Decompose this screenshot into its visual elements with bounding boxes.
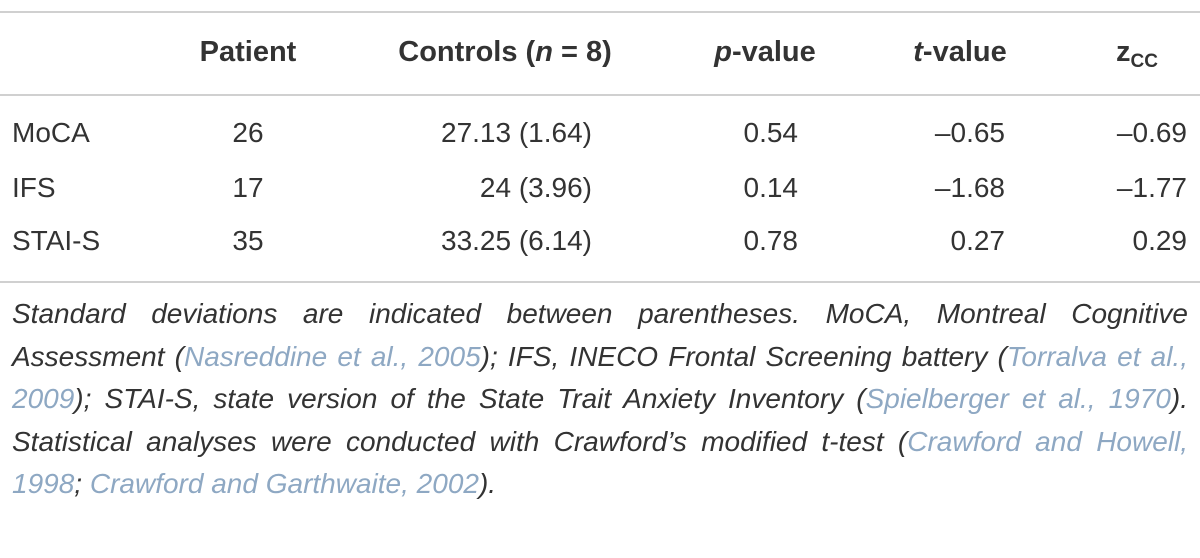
footnote: Standard deviations are indicated betwee…: [12, 293, 1188, 506]
header-text: -value: [922, 36, 1007, 68]
header-italic: p: [714, 36, 732, 68]
citation: Nasreddine et al., 2005: [183, 340, 481, 372]
table-cell: –0.69: [1116, 117, 1187, 148]
table-cell: 0.14: [743, 172, 799, 203]
header-text: = 8): [552, 36, 612, 68]
citation: Crawford and Howell, 1998: [12, 425, 1189, 500]
citation: Crawford and Garthwaite, 2002: [89, 468, 479, 500]
citation: Spielberger et al., 1970: [865, 383, 1171, 415]
footnote-text: ). Statistical analyses were conducted w…: [12, 383, 1189, 457]
table-cell: –0.65: [934, 117, 1005, 148]
header-text: z: [1116, 36, 1131, 68]
header-text: -value: [731, 36, 816, 68]
table-cell: 35: [232, 225, 264, 256]
row-label: MoCA: [12, 117, 90, 148]
header-subscript: CC: [1130, 51, 1158, 72]
top-rule: [0, 11, 1200, 13]
table-cell: 33.25 (6.14): [441, 225, 592, 256]
header-italic: t: [913, 36, 923, 68]
row-label: IFS: [12, 172, 56, 203]
row-label: STAI-S: [12, 225, 101, 256]
table-cell: 27.13 (1.64): [441, 117, 592, 148]
column-header: Controls (n = 8): [398, 35, 612, 69]
footnote-text: ;: [74, 468, 90, 500]
table-cell: 0.29: [1132, 225, 1188, 256]
table-cell: 26: [232, 117, 264, 148]
column-header: zCC: [1116, 35, 1158, 79]
footnote-text: ).: [478, 468, 497, 500]
table-cell: 24 (3.96): [479, 172, 592, 203]
column-header: Patient: [200, 35, 297, 69]
column-header: p-value: [714, 35, 816, 69]
header-italic: n: [535, 36, 553, 68]
footnote-text: Standard deviations are indicated betwee…: [12, 298, 1188, 372]
column-header: t-value: [913, 35, 1007, 69]
header-text: Controls (: [398, 36, 536, 68]
header-text: Patient: [199, 36, 297, 68]
table-cell: –1.77: [1116, 172, 1187, 203]
footnote-text: ); STAI-S, state version of the State Tr…: [74, 383, 866, 415]
table-cell: –1.68: [934, 172, 1005, 203]
table-cell: 0.27: [950, 225, 1006, 256]
table-cell: 17: [232, 172, 264, 203]
header-rule: [0, 94, 1200, 96]
table-cell: 0.78: [743, 225, 799, 256]
footnote-text: ); IFS, INECO Frontal Screening battery …: [480, 340, 1007, 372]
bottom-rule: [0, 281, 1200, 283]
table-cell: 0.54: [743, 117, 799, 148]
citation: Torralva et al., 2009: [12, 340, 1188, 415]
